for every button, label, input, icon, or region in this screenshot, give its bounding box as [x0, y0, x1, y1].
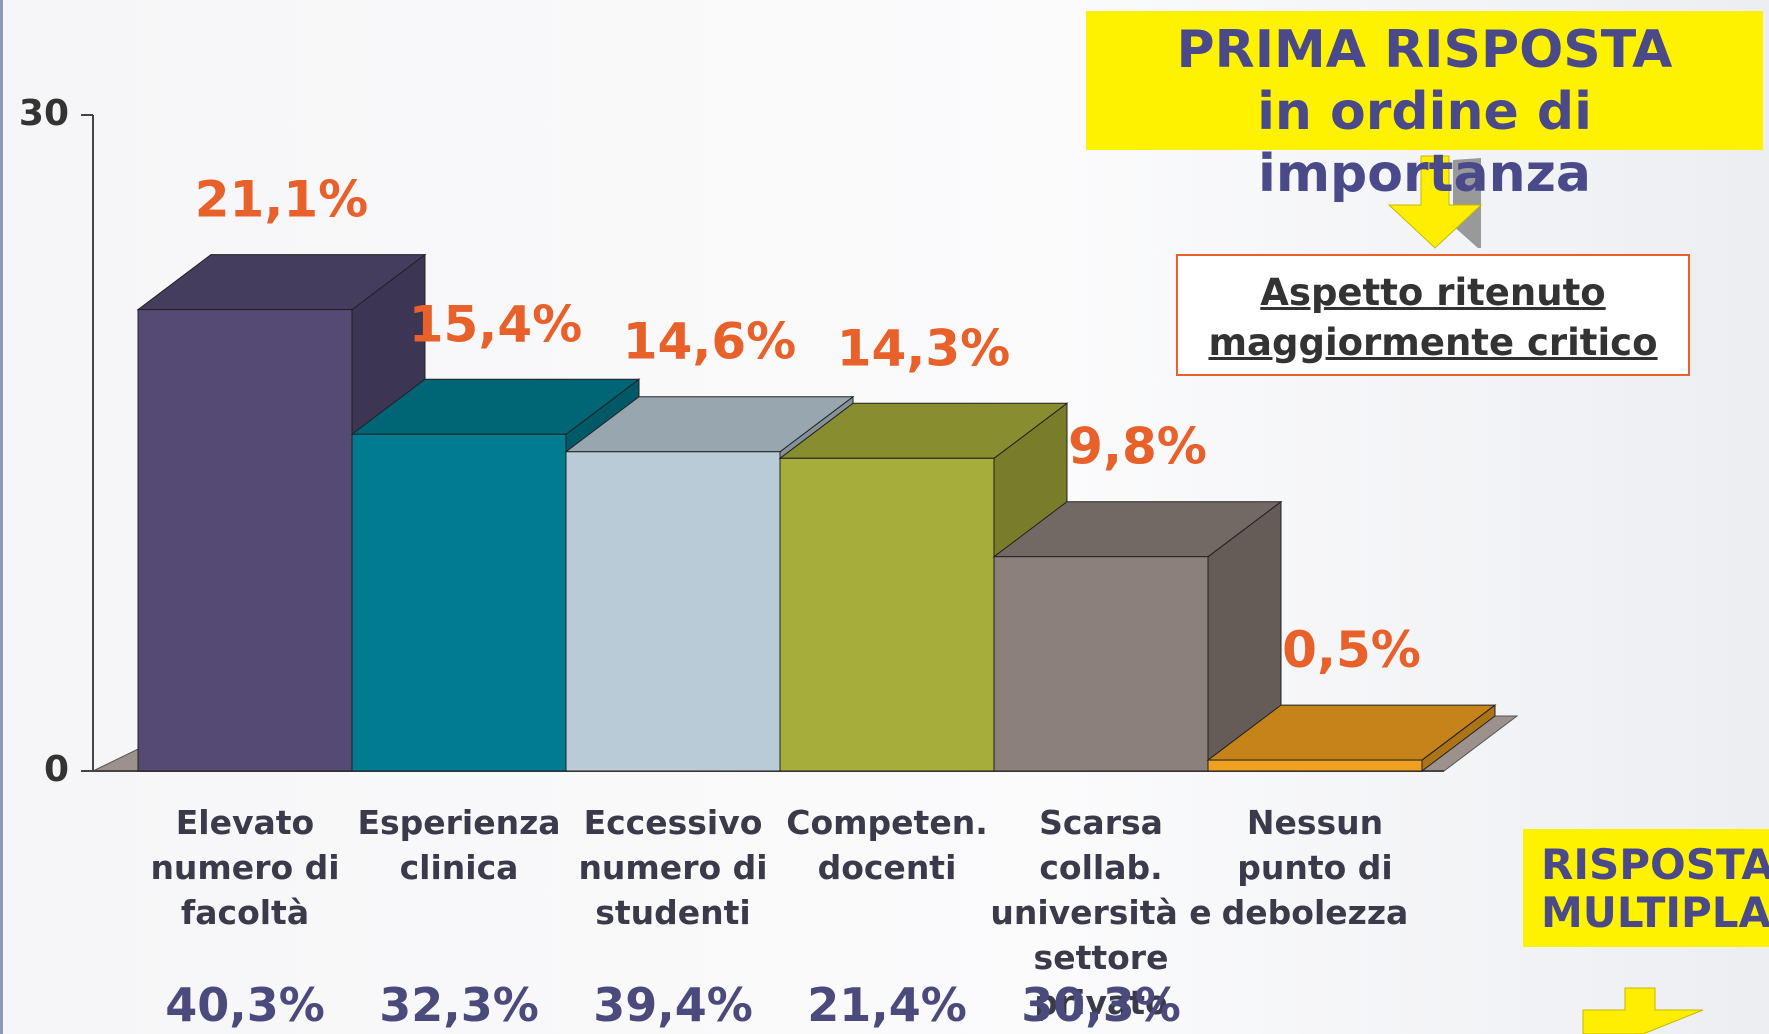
multi-value-label: 32,3% — [379, 978, 539, 1032]
chart: 0 30 21,1% 15,4% 14,6% 14,3% 9,8% 0,5% — [19, 93, 1704, 1034]
multi-value-label: 39,4% — [593, 978, 753, 1032]
y-tick-label: 0 — [44, 749, 69, 790]
multi-value-label: 30,3% — [1021, 978, 1181, 1032]
value-label: 15,4% — [409, 295, 582, 353]
bar — [137, 309, 353, 772]
value-label: 9,8% — [1068, 418, 1207, 476]
value-label: 14,3% — [837, 319, 1010, 377]
multi-value-label: 40,3% — [165, 978, 325, 1032]
value-label: 14,6% — [623, 313, 796, 371]
bar — [565, 451, 781, 772]
bar — [993, 556, 1209, 772]
y-tick-label: 30 — [19, 93, 69, 134]
x-tick-label: Scarsa collab. università e settore priv… — [990, 803, 1212, 1022]
multi-title-box: RISPOSTA MULTIPLA — [1523, 829, 1769, 947]
value-label: 0,5% — [1282, 621, 1421, 679]
arrow-shadow — [1433, 158, 1481, 248]
multi-value-label: 21,4% — [807, 978, 967, 1032]
value-label: 21,1% — [195, 171, 368, 229]
x-tick-label: Esperienza clinica — [357, 803, 561, 887]
arrow — [1387, 155, 1483, 249]
bar — [779, 457, 995, 772]
note-box: Aspetto ritenuto maggiormente critico — [1176, 254, 1690, 376]
arrow — [1582, 987, 1704, 1034]
x-tick-label: Competen. docenti — [786, 803, 988, 887]
x-tick-label: Elevato numero di facoltà — [150, 803, 340, 932]
bar — [1207, 759, 1423, 772]
x-tick-label: Eccessivo numero di studenti — [578, 803, 768, 932]
title-box: PRIMA RISPOSTA in ordine di importanza — [1086, 11, 1763, 204]
x-tick-label: Nessun punto di debolezza — [1221, 803, 1409, 932]
bar — [351, 433, 567, 772]
